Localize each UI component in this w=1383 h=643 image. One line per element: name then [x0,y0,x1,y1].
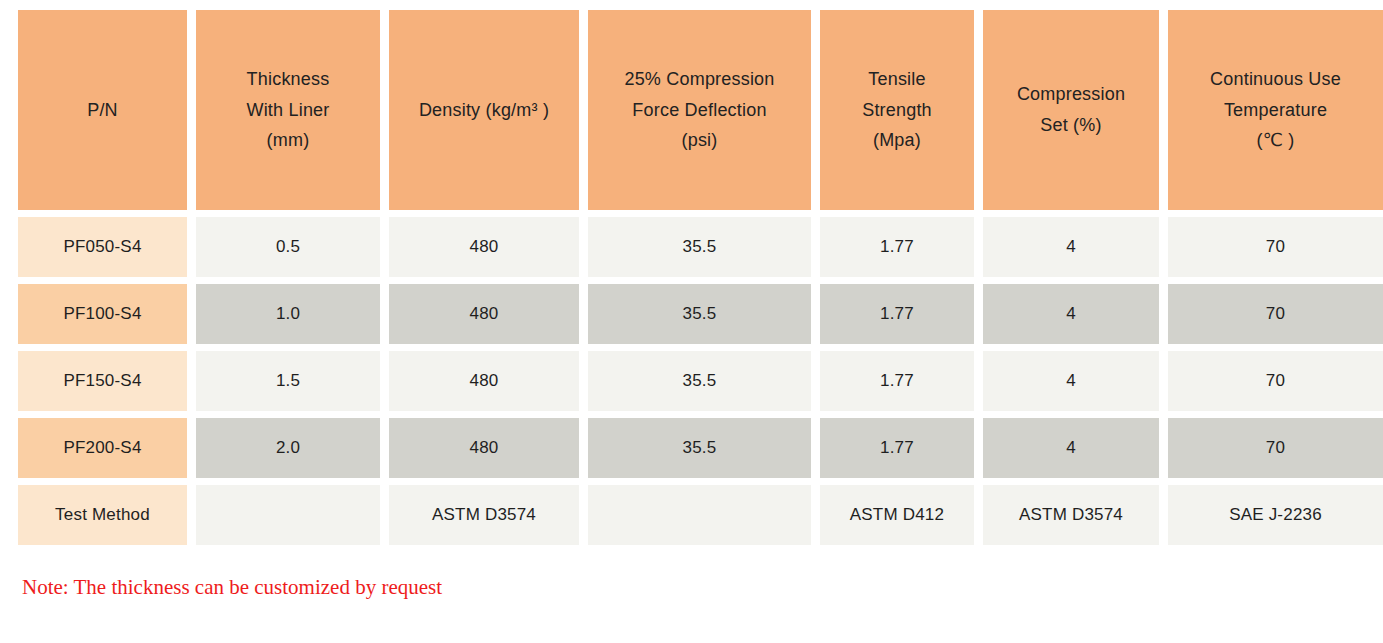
column-header-thickness: Thickness With Liner (mm) [196,10,380,210]
cell-compression-set: 4 [983,217,1159,277]
row-header-pn: PF100-S4 [18,284,187,344]
cell-tensile: 1.77 [820,351,974,411]
cell-compression-set: 4 [983,351,1159,411]
cell-temperature: 70 [1168,284,1383,344]
cell-cfd: 35.5 [588,284,811,344]
column-header-pn: P/N [18,10,187,210]
column-header-cfd: 25% Compression Force Deflection (psi) [588,10,811,210]
row-header-test-method: Test Method [18,485,187,545]
cell-thickness [196,485,380,545]
row-header-pn: PF200-S4 [18,418,187,478]
cell-cfd: 35.5 [588,418,811,478]
row-header-pn: PF150-S4 [18,351,187,411]
cell-density: 480 [389,351,579,411]
spec-table: P/N Thickness With Liner (mm) Density (k… [18,10,1383,545]
cell-thickness: 2.0 [196,418,380,478]
cell-compression-set: ASTM D3574 [983,485,1159,545]
cell-cfd [588,485,811,545]
cell-density: 480 [389,284,579,344]
column-header-temperature: Continuous Use Temperature (℃ ) [1168,10,1383,210]
cell-compression-set: 4 [983,418,1159,478]
cell-thickness: 1.0 [196,284,380,344]
cell-thickness: 0.5 [196,217,380,277]
cell-thickness: 1.5 [196,351,380,411]
cell-tensile: 1.77 [820,284,974,344]
cell-tensile: 1.77 [820,418,974,478]
cell-density: 480 [389,418,579,478]
cell-tensile: ASTM D412 [820,485,974,545]
cell-temperature: 70 [1168,351,1383,411]
cell-temperature: SAE J-2236 [1168,485,1383,545]
cell-tensile: 1.77 [820,217,974,277]
column-header-tensile: Tensile Strength (Mpa) [820,10,974,210]
cell-temperature: 70 [1168,217,1383,277]
row-header-pn: PF050-S4 [18,217,187,277]
cell-compression-set: 4 [983,284,1159,344]
cell-cfd: 35.5 [588,217,811,277]
cell-temperature: 70 [1168,418,1383,478]
cell-density: ASTM D3574 [389,485,579,545]
column-header-compression-set: Compression Set (%) [983,10,1159,210]
cell-density: 480 [389,217,579,277]
customization-note: Note: The thickness can be customized by… [22,575,1383,600]
cell-cfd: 35.5 [588,351,811,411]
column-header-density: Density (kg/m³ ) [389,10,579,210]
